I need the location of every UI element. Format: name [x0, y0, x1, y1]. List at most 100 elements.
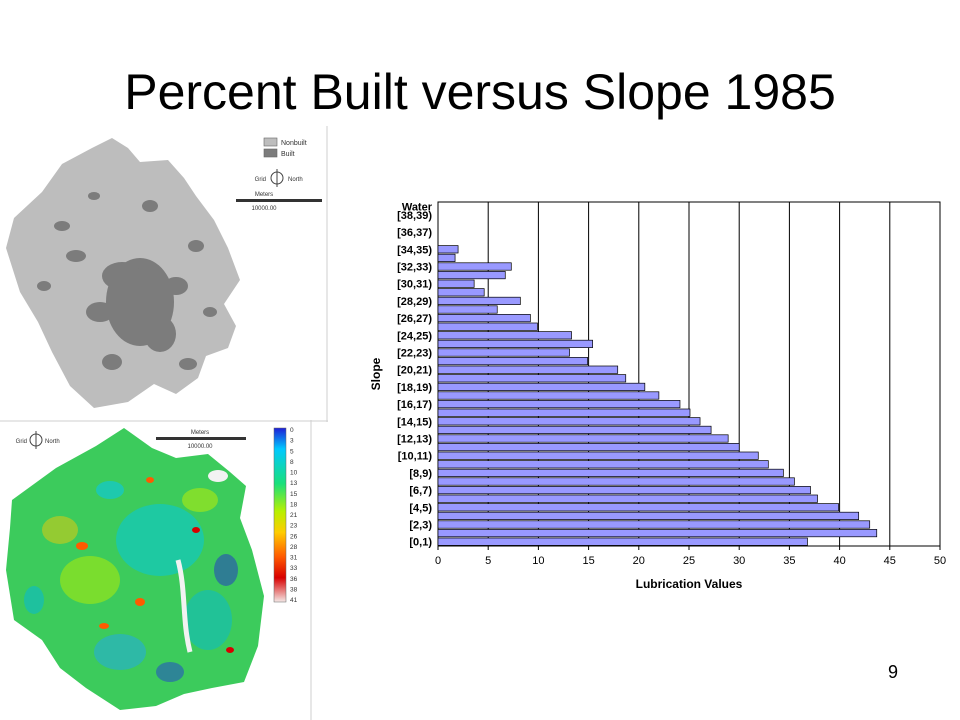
y-tick-label: [30,31) — [397, 279, 432, 291]
slope-legend-tick: 23 — [290, 523, 298, 530]
y-tick-label: [0,1) — [409, 537, 432, 549]
north-arrow-icon: Grid North — [255, 169, 303, 187]
y-tick-label: [14,15) — [397, 416, 432, 428]
y-tick-label: [34,35) — [397, 244, 432, 256]
bar-[19,20) — [437, 374, 627, 383]
built-map-legend: Nonbuilt Built — [263, 137, 307, 158]
y-tick-label: [38,39) — [397, 210, 432, 222]
svg-text:Meters: Meters — [191, 430, 209, 436]
bar-[20,21) — [437, 365, 619, 374]
bar-[25,26) — [437, 322, 538, 331]
bar-[23,24) — [437, 339, 593, 348]
slope-legend-tick: 15 — [290, 491, 298, 498]
y-tick-label: [12,13) — [397, 434, 432, 446]
svg-text:Grid: Grid — [16, 439, 27, 445]
svg-text:North: North — [45, 439, 60, 445]
bar-[2,3) — [437, 520, 871, 529]
svg-text:10000.00: 10000.00 — [187, 444, 213, 450]
y-tick-label: [26,27) — [397, 313, 432, 325]
slope-legend-tick: 38 — [290, 586, 298, 593]
bar-[33,34) — [437, 253, 456, 262]
svg-text:Meters: Meters — [255, 192, 273, 198]
page-number: 9 — [888, 662, 899, 682]
legend-built-label: Built — [281, 151, 295, 158]
slide-title: Percent Built versus Slope 1985 — [124, 64, 836, 120]
bar-[13,14) — [437, 425, 712, 434]
bar-[34,35) — [437, 245, 459, 254]
bar-[11,12) — [437, 443, 740, 452]
bar-[31,32) — [437, 271, 506, 280]
bar-[26,27) — [437, 314, 531, 323]
y-tick-label: [24,25) — [397, 330, 432, 342]
y-axis-title: Slope — [369, 357, 383, 390]
svg-text:Grid: Grid — [255, 177, 266, 183]
built-map-panel: Nonbuilt Built Grid North Meters 10000.0… — [0, 126, 328, 422]
y-tick-label: [28,29) — [397, 296, 432, 308]
slope-legend-tick: 31 — [290, 555, 298, 562]
built-area — [37, 192, 217, 370]
x-tick-label: 20 — [633, 555, 645, 567]
y-tick-label: [32,33) — [397, 262, 432, 274]
bar-[32,33) — [437, 262, 512, 271]
legend-nonbuilt-label: Nonbuilt — [281, 140, 307, 147]
y-tick-label: [4,5) — [409, 502, 432, 514]
y-tick-labels: Water[38,39) [36,37) [34,35) [32,33) [30,31)… — [397, 201, 433, 548]
bar-[12,13) — [437, 434, 729, 443]
bar-[5,6) — [437, 494, 818, 503]
bar-[21,22) — [437, 357, 588, 366]
bar-[14,15) — [437, 417, 701, 426]
x-tick-label: 30 — [733, 555, 745, 567]
bar-[24,25) — [437, 331, 572, 340]
slope-texture — [24, 470, 238, 682]
bar-[22,23) — [437, 348, 570, 357]
slope-map-panel: Grid North Meters 10000.00 0 3 5 8 10 13 15 18 2… — [0, 420, 312, 720]
bar-[6,7) — [437, 486, 811, 495]
scale-bar: Meters 10000.00 — [156, 430, 246, 450]
x-tick-label: 45 — [884, 555, 896, 567]
x-tick-label: 25 — [683, 555, 695, 567]
bar-[17,18) — [437, 391, 660, 400]
bar-[7,8) — [437, 477, 795, 486]
bar-[28,29) — [437, 296, 521, 305]
bar-[29,30) — [437, 288, 485, 297]
bar-[3,4) — [437, 511, 860, 520]
lubrication-bar-chart: Water[38,39) [36,37) [34,35) [32,33) [30,31)… — [369, 201, 946, 591]
y-tick-label: Water — [402, 201, 433, 213]
y-tick-label: [20,21) — [397, 365, 432, 377]
slope-legend-tick: 13 — [290, 480, 298, 487]
bar-[10,11) — [437, 451, 759, 460]
north-arrow-icon: Grid North — [16, 431, 60, 449]
y-tick-label: [22,23) — [397, 348, 432, 360]
bar-[1,2) — [437, 529, 878, 538]
bar-[8,9) — [437, 468, 784, 477]
bar-[30,31) — [437, 279, 475, 288]
bar-[15,16) — [437, 408, 691, 417]
x-tick-labels: 0 5 10 15 20 25 30 35 40 45 50 — [435, 555, 946, 567]
bars — [437, 245, 878, 546]
y-tick-label: [36,37) — [397, 227, 432, 239]
bar-[0,1) — [437, 537, 808, 546]
y-tick-label: [6,7) — [409, 485, 432, 497]
slope-legend-tick: 41 — [290, 597, 298, 604]
slope-legend-tick: 8 — [290, 459, 294, 466]
slope-color-ramp — [273, 427, 287, 603]
x-tick-label: 10 — [532, 555, 544, 567]
y-tick-label: [8,9) — [409, 468, 432, 480]
scale-bar: Meters 10000.00 — [236, 192, 322, 212]
slope-legend-tick: 18 — [290, 501, 298, 508]
x-tick-label: 35 — [783, 555, 795, 567]
bar-[4,5) — [437, 503, 839, 512]
y-tick-label: [16,17) — [397, 399, 432, 411]
y-tick-label: [2,3) — [409, 520, 432, 532]
slope-legend-tick: 3 — [290, 438, 294, 445]
slope-legend-tick: 5 — [290, 448, 294, 455]
slope-legend-tick: 10 — [290, 470, 298, 477]
y-tick-label: [10,11) — [398, 451, 433, 463]
x-tick-label: 40 — [833, 555, 845, 567]
slope-legend-tick: 36 — [290, 576, 298, 583]
x-tick-label: 50 — [934, 555, 946, 567]
slope-legend-tick: 21 — [290, 512, 298, 519]
x-tick-label: 0 — [435, 555, 441, 567]
x-axis-title: Lubrication Values — [636, 577, 743, 591]
svg-text:10000.00: 10000.00 — [251, 206, 277, 212]
